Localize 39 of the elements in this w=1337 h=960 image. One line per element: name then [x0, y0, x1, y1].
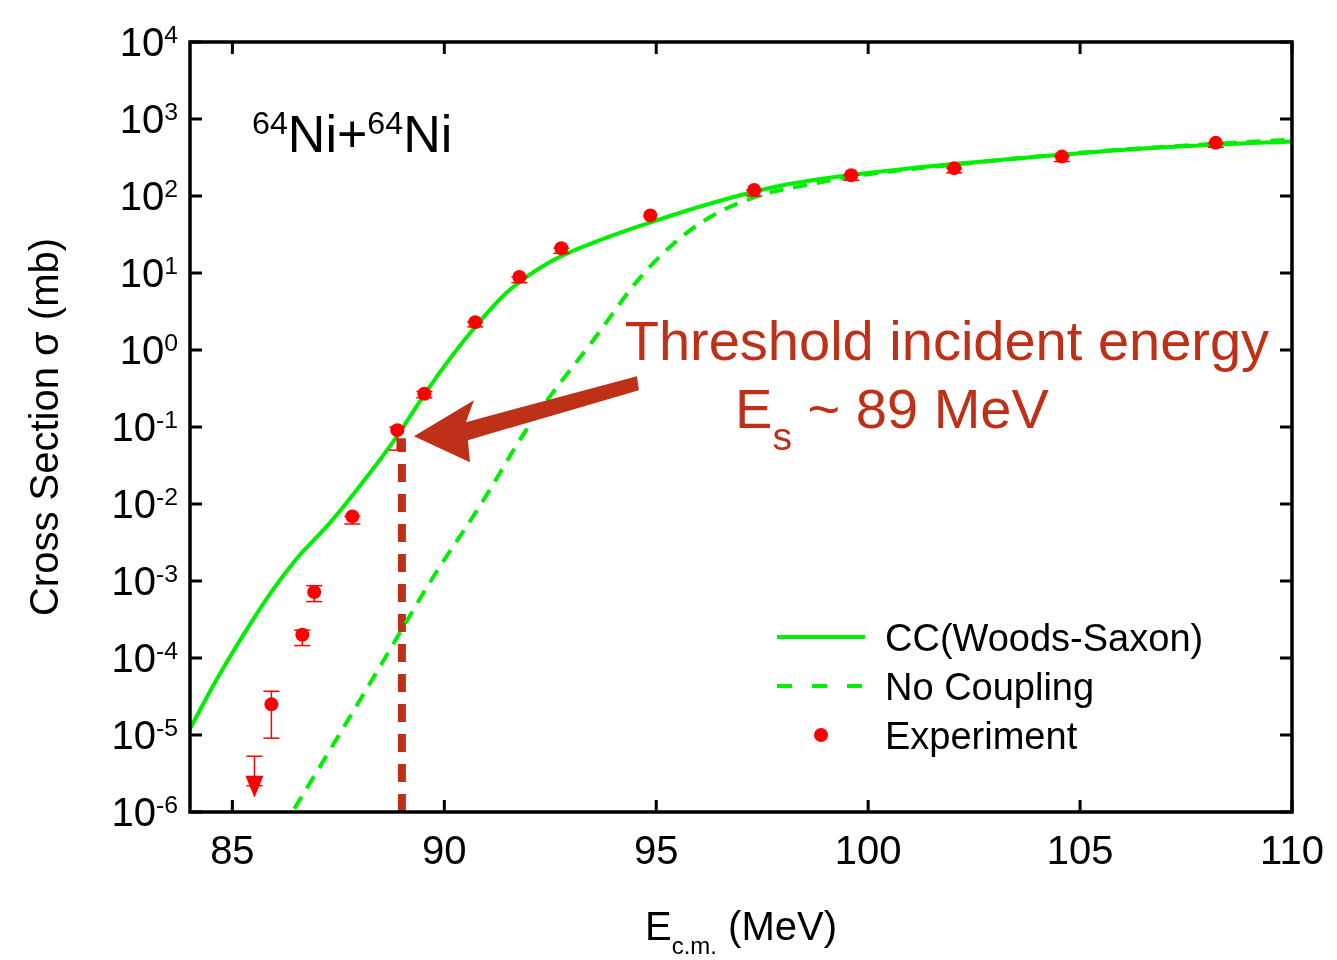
point	[295, 627, 310, 642]
x-tick-label: 95	[633, 828, 679, 872]
point	[390, 423, 405, 438]
y-tick-label: 10$^{4}$	[119, 20, 179, 64]
y-tick-label: 10$^{-5}$	[111, 713, 178, 757]
point	[554, 241, 569, 256]
legend-label: CC(Woods-Saxon)	[885, 617, 1204, 659]
y-tick-label: 10$^{-1}$	[111, 405, 178, 449]
y-tick-label: 10$^{-2}$	[111, 482, 178, 526]
y-tick-label: 10$^{0}$	[119, 328, 178, 372]
y-tick-label: 10$^{-4}$	[111, 636, 179, 680]
x-tick-label: 100	[834, 828, 902, 872]
point	[264, 697, 279, 712]
x-tick-label: 90	[422, 828, 467, 872]
x-axis-title: E$_{c.m.}$ (MeV)	[644, 904, 838, 959]
x-tick-label: 110	[1260, 828, 1324, 872]
y-tick-label: 10$^{-6}$	[111, 790, 178, 834]
annotation: E$_{s}$ ~ 89 MeV	[735, 377, 1050, 458]
text: $^{64}$Ni+$^{64}$Ni	[252, 105, 453, 163]
y-tick-label: 10$^{2}$	[119, 174, 178, 218]
y-tick-label: 10$^{3}$	[119, 97, 178, 141]
point	[345, 509, 360, 524]
point	[844, 168, 859, 183]
point	[307, 584, 322, 599]
y-axis-title: Cross Section σ (mb)	[22, 237, 66, 617]
point	[468, 315, 483, 330]
point	[245, 775, 264, 798]
legend-label: No Coupling	[885, 666, 1095, 708]
x-tick-label: 105	[1046, 828, 1114, 872]
x-tick-label: 85	[210, 828, 255, 872]
point	[643, 208, 658, 223]
point	[1054, 149, 1069, 164]
point	[947, 161, 962, 176]
y-tick-label: 10$^{-3}$	[111, 559, 178, 603]
legend-label: Experiment	[885, 715, 1078, 757]
y-tick-label: 10$^{1}$	[119, 251, 178, 295]
annotation: Threshold incident energy	[624, 309, 1270, 373]
point	[512, 269, 527, 284]
point	[747, 182, 762, 197]
